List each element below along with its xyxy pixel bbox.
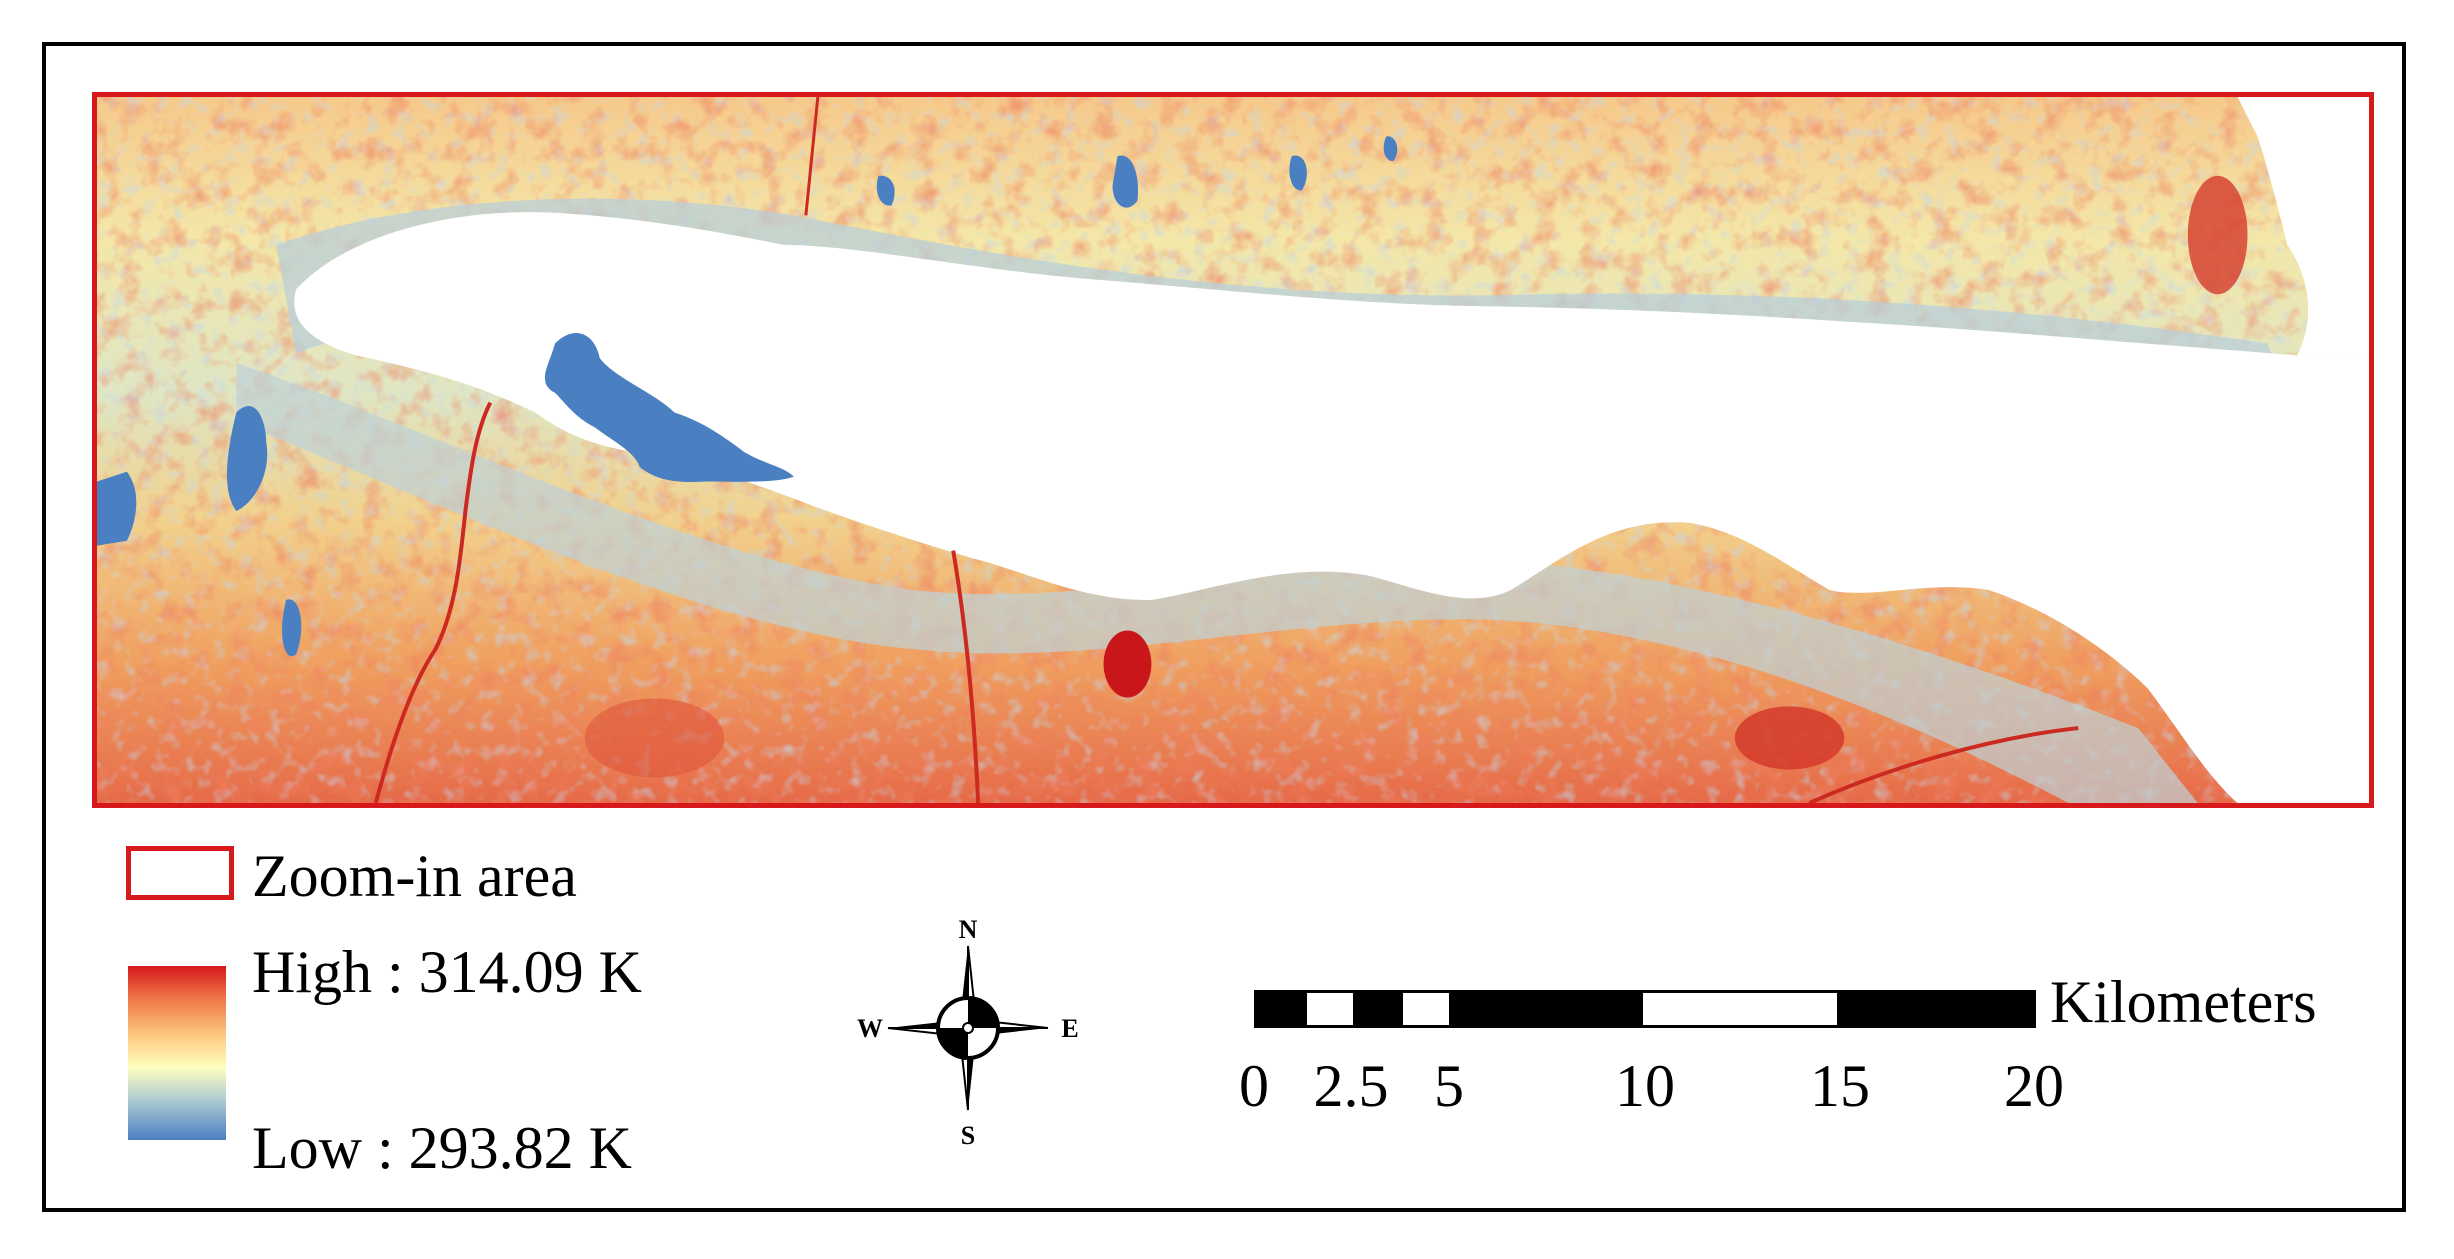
scale-segment <box>1643 993 1837 1025</box>
reservoir-west <box>544 333 794 483</box>
temperature-color-ramp <box>128 966 226 1140</box>
lake-1 <box>226 406 268 512</box>
zoom-area-swatch <box>126 846 234 900</box>
compass-south-label: S <box>961 1121 975 1148</box>
urban-hotspot-3 <box>2187 175 2248 295</box>
water-body <box>294 212 2369 803</box>
road-4 <box>804 97 820 216</box>
scale-tick-label: 20 <box>2004 1053 2064 1119</box>
road-2 <box>951 550 981 803</box>
scale-segment <box>1257 993 1307 1025</box>
scale-tick-label: 5 <box>1434 1053 1464 1119</box>
compass-east-label: E <box>1061 1014 1078 1043</box>
urban-hotspot-2 <box>1734 706 1845 770</box>
scale-tick-label: 10 <box>1615 1053 1675 1119</box>
scale-segment <box>1837 993 2033 1025</box>
no-data-corner <box>2237 97 2369 356</box>
scale-tick-label: 15 <box>1810 1053 1870 1119</box>
urban-hotspot-4 <box>584 698 725 778</box>
scale-segment <box>1353 993 1403 1025</box>
lake-5 <box>1289 155 1307 191</box>
urban-hotspot-1 <box>1103 630 1152 698</box>
lake-6 <box>876 175 895 206</box>
lake-7 <box>1383 136 1398 162</box>
zoom-in-map <box>92 92 2374 808</box>
scale-unit-label: Kilometers <box>2050 969 2317 1035</box>
compass-rose-icon: N S W E <box>857 915 1079 1148</box>
compass-north-label: N <box>959 915 978 944</box>
temperature-raster <box>97 97 2369 803</box>
lake-3 <box>282 599 302 657</box>
scale-bar <box>1254 990 2036 1028</box>
scale-tick-label: 0 <box>1239 1053 1269 1119</box>
lake-2 <box>97 471 137 546</box>
high-value-label: High : 314.09 K <box>252 939 642 1005</box>
road-3 <box>1808 726 2079 803</box>
low-value-label: Low : 293.82 K <box>252 1115 632 1181</box>
zoom-area-label: Zoom-in area <box>252 843 577 909</box>
scale-segment <box>1307 993 1353 1025</box>
scale-tick-label: 2.5 <box>1313 1053 1389 1119</box>
compass-west-label: W <box>857 1014 883 1043</box>
scale-segment <box>1403 993 1449 1025</box>
road-1 <box>373 401 493 803</box>
lake-4 <box>1112 155 1139 208</box>
scale-segment <box>1449 993 1643 1025</box>
